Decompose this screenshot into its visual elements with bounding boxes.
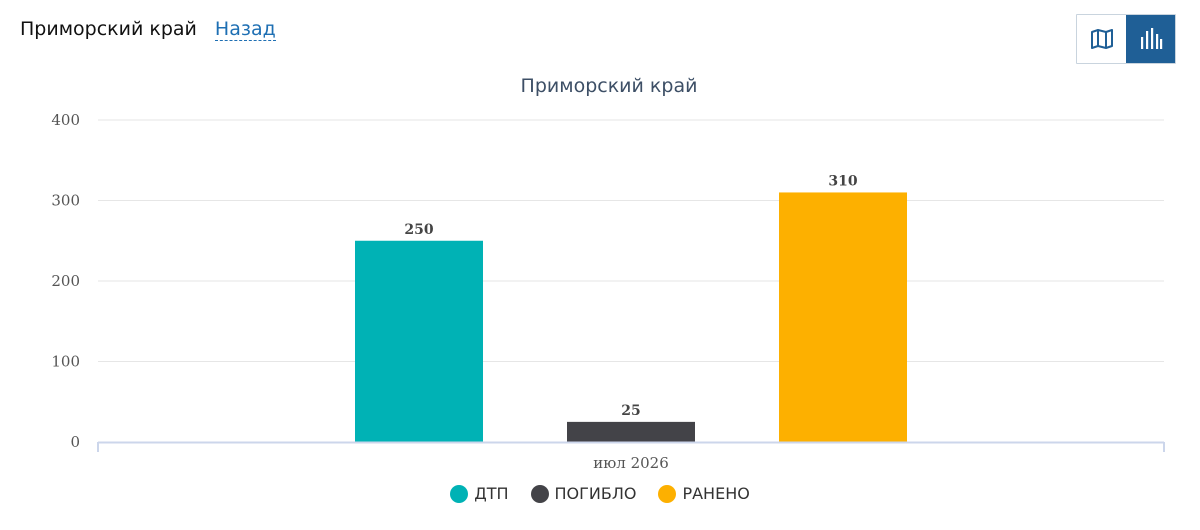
y-tick-label: 300 bbox=[51, 192, 80, 210]
chart-view-button[interactable] bbox=[1126, 15, 1175, 63]
legend-dot-icon bbox=[530, 484, 549, 503]
legend-item[interactable]: РАНЕНО bbox=[658, 484, 750, 503]
legend-dot-icon bbox=[450, 484, 469, 503]
y-tick-label: 0 bbox=[70, 433, 80, 451]
bar-chart-icon bbox=[1140, 28, 1162, 49]
legend-dot-icon bbox=[658, 484, 677, 503]
data-label: 310 bbox=[828, 173, 857, 189]
legend-item[interactable]: ДТП bbox=[450, 484, 509, 503]
map-view-button[interactable] bbox=[1077, 15, 1126, 63]
header: Приморский край Назад bbox=[20, 18, 276, 41]
view-toggle bbox=[1076, 14, 1176, 64]
legend-item[interactable]: ПОГИБЛО bbox=[530, 484, 637, 503]
x-tick-label: июл 2026 bbox=[593, 454, 669, 472]
bar-chart: Приморский край 0 100 200 300 400 250 25 310 и… bbox=[51, 75, 1165, 472]
chart-title: Приморский край bbox=[521, 75, 698, 97]
legend-label: РАНЕНО bbox=[682, 484, 750, 503]
back-link[interactable]: Назад bbox=[214, 18, 276, 41]
bar-1[interactable] bbox=[355, 240, 483, 442]
chart-legend: ДТП ПОГИБЛО РАНЕНО bbox=[0, 484, 1200, 503]
bar-3[interactable] bbox=[779, 192, 907, 442]
map-icon bbox=[1090, 29, 1113, 49]
data-label: 250 bbox=[404, 222, 433, 238]
bar-2[interactable] bbox=[567, 421, 695, 442]
y-tick-label: 400 bbox=[51, 111, 80, 129]
data-label: 25 bbox=[621, 403, 640, 419]
y-tick-label: 100 bbox=[51, 353, 80, 371]
y-tick-label: 200 bbox=[51, 272, 80, 290]
legend-label: ДТП bbox=[474, 484, 509, 503]
legend-label: ПОГИБЛО bbox=[554, 484, 637, 503]
region-title: Приморский край bbox=[20, 18, 197, 40]
